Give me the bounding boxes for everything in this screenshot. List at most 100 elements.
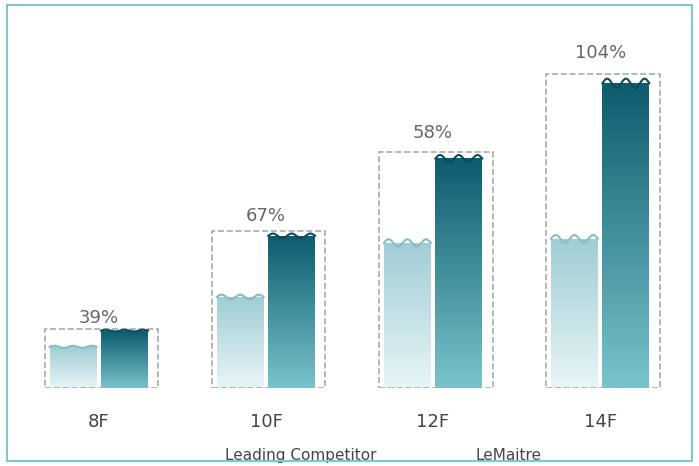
Bar: [551, 305, 598, 306]
Bar: [603, 163, 649, 165]
Bar: [217, 340, 264, 341]
Bar: [603, 157, 649, 159]
Bar: [384, 243, 431, 244]
Bar: [217, 372, 264, 373]
Bar: [435, 175, 482, 177]
Bar: [435, 319, 482, 322]
Bar: [603, 123, 649, 126]
Bar: [217, 383, 264, 384]
Bar: [603, 233, 649, 236]
Bar: [603, 376, 649, 379]
Bar: [603, 175, 649, 178]
Bar: [384, 282, 431, 284]
Bar: [268, 323, 315, 324]
Bar: [603, 151, 649, 153]
Bar: [101, 379, 148, 380]
Bar: [551, 329, 598, 330]
Bar: [217, 346, 264, 347]
Bar: [603, 165, 649, 169]
Bar: [268, 245, 315, 247]
Bar: [268, 271, 315, 273]
Bar: [268, 247, 315, 248]
Bar: [551, 315, 598, 316]
Bar: [217, 327, 264, 328]
Bar: [603, 269, 649, 273]
Bar: [268, 352, 315, 353]
Bar: [268, 253, 315, 254]
Bar: [435, 239, 482, 241]
Bar: [551, 269, 598, 270]
Bar: [268, 250, 315, 251]
Bar: [212, 231, 326, 388]
Bar: [217, 356, 264, 357]
Bar: [384, 298, 431, 300]
Bar: [384, 265, 431, 266]
Bar: [435, 283, 482, 285]
Bar: [551, 364, 598, 366]
Bar: [435, 193, 482, 195]
Bar: [268, 334, 315, 335]
Bar: [603, 169, 649, 172]
Bar: [384, 377, 431, 378]
Bar: [384, 297, 431, 298]
Bar: [435, 207, 482, 209]
Bar: [551, 284, 598, 285]
Bar: [268, 242, 315, 243]
Bar: [101, 366, 148, 367]
Bar: [603, 300, 649, 303]
Bar: [435, 253, 482, 255]
Bar: [268, 363, 315, 364]
Bar: [101, 373, 148, 374]
Bar: [268, 289, 315, 291]
Bar: [603, 285, 649, 288]
Bar: [551, 348, 598, 350]
Bar: [101, 343, 148, 344]
Bar: [101, 384, 148, 385]
Bar: [268, 275, 315, 277]
Bar: [603, 147, 649, 151]
Bar: [268, 298, 315, 300]
Bar: [551, 360, 598, 362]
Bar: [217, 375, 264, 376]
Bar: [217, 313, 264, 314]
Bar: [435, 158, 482, 161]
Bar: [603, 129, 649, 132]
Bar: [217, 370, 264, 371]
Bar: [268, 286, 315, 288]
Bar: [217, 358, 264, 359]
Bar: [551, 320, 598, 321]
Bar: [384, 287, 431, 288]
Bar: [268, 364, 315, 365]
Bar: [384, 263, 431, 265]
Bar: [268, 379, 315, 381]
Bar: [435, 287, 482, 289]
Bar: [551, 252, 598, 254]
Bar: [603, 355, 649, 358]
Bar: [384, 295, 431, 297]
Bar: [603, 196, 649, 199]
Bar: [603, 257, 649, 260]
Bar: [384, 254, 431, 256]
Bar: [101, 363, 148, 364]
Bar: [551, 264, 598, 266]
Bar: [217, 368, 264, 369]
Bar: [101, 383, 148, 384]
Bar: [551, 314, 598, 315]
Bar: [268, 371, 315, 373]
Bar: [603, 328, 649, 330]
Bar: [101, 354, 148, 355]
Bar: [435, 278, 482, 281]
Bar: [551, 368, 598, 369]
Bar: [551, 302, 598, 303]
Bar: [603, 245, 649, 248]
Bar: [551, 318, 598, 320]
Bar: [217, 300, 264, 301]
Bar: [268, 283, 315, 285]
Text: 8F: 8F: [88, 413, 110, 431]
Bar: [603, 108, 649, 111]
Bar: [603, 321, 649, 324]
Bar: [217, 308, 264, 309]
Bar: [551, 375, 598, 377]
Bar: [435, 161, 482, 163]
Text: 14F: 14F: [584, 413, 617, 431]
